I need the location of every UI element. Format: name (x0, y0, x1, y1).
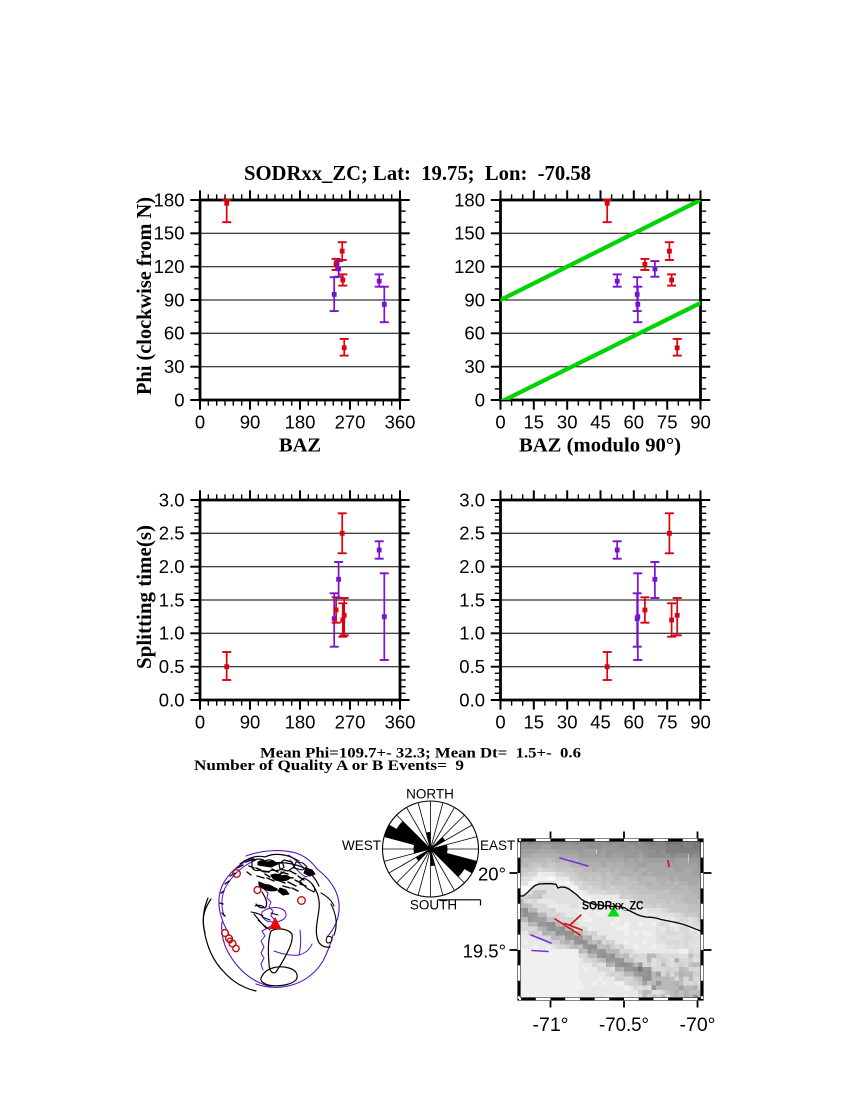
svg-text:0: 0 (495, 412, 505, 433)
svg-text:2.0: 2.0 (159, 556, 185, 577)
svg-text:60: 60 (164, 323, 185, 344)
svg-text:1.0: 1.0 (159, 623, 185, 644)
svg-text:15: 15 (524, 412, 545, 433)
svg-text:90: 90 (690, 712, 711, 733)
svg-text:NORTH: NORTH (406, 786, 454, 801)
svg-text:0.0: 0.0 (159, 689, 185, 710)
svg-text:270: 270 (335, 712, 366, 733)
svg-text:WEST: WEST (342, 838, 381, 853)
svg-text:2.5: 2.5 (459, 523, 485, 544)
svg-text:180: 180 (454, 189, 485, 210)
svg-text:0.5: 0.5 (459, 656, 485, 677)
svg-text:EAST: EAST (480, 838, 515, 853)
svg-text:0: 0 (174, 389, 184, 410)
svg-text:Splitting time(s): Splitting time(s) (132, 525, 156, 669)
svg-text:150: 150 (154, 223, 185, 244)
svg-text:-71°: -71° (533, 1014, 569, 1036)
svg-text:270: 270 (335, 412, 366, 433)
svg-text:120: 120 (454, 256, 485, 277)
svg-text:30: 30 (557, 712, 578, 733)
svg-text:45: 45 (590, 412, 611, 433)
svg-text:2.5: 2.5 (159, 523, 185, 544)
svg-text:90: 90 (690, 412, 711, 433)
svg-text:0.0: 0.0 (459, 689, 485, 710)
svg-text:0: 0 (195, 712, 205, 733)
svg-text:120: 120 (154, 256, 185, 277)
svg-text:45: 45 (590, 712, 611, 733)
svg-text:3.0: 3.0 (159, 489, 185, 510)
svg-text:SODRxx_ZC; Lat: 19.75; Lon:: SODRxx_ZC; Lat: 19.75; Lon: -70.58 (244, 161, 591, 185)
svg-text:15: 15 (524, 712, 545, 733)
svg-text:0: 0 (475, 389, 485, 410)
svg-text:-70°: -70° (680, 1014, 716, 1036)
svg-text:360: 360 (385, 412, 416, 433)
svg-text:90: 90 (240, 712, 261, 733)
svg-text:3.0: 3.0 (459, 489, 485, 510)
svg-text:180: 180 (285, 712, 316, 733)
svg-text:BAZ (modulo 90°): BAZ (modulo 90°) (519, 435, 681, 457)
svg-text:60: 60 (464, 323, 485, 344)
svg-text:60: 60 (624, 412, 645, 433)
svg-text:1.5: 1.5 (159, 589, 185, 610)
svg-text:BAZ: BAZ (279, 435, 321, 457)
svg-text:SODRxx_ZC: SODRxx_ZC (582, 900, 644, 912)
svg-text:30: 30 (464, 356, 485, 377)
svg-text:30: 30 (557, 412, 578, 433)
svg-text:SOUTH: SOUTH (410, 897, 457, 912)
svg-text:360: 360 (385, 712, 416, 733)
svg-text:2.0: 2.0 (459, 556, 485, 577)
svg-text:180: 180 (154, 189, 185, 210)
svg-text:60: 60 (624, 712, 645, 733)
svg-text:Mean Phi=109.7+- 32.3; Mean Dt: Mean Phi=109.7+- 32.3; Mean Dt= 1.5+- 0.… (260, 745, 581, 761)
svg-text:75: 75 (657, 412, 678, 433)
svg-text:0: 0 (195, 412, 205, 433)
svg-text:75: 75 (657, 712, 678, 733)
svg-text:19.5°: 19.5° (463, 941, 506, 962)
svg-text:0.5: 0.5 (159, 656, 185, 677)
svg-text:Phi (clockwise from N): Phi (clockwise from N) (132, 197, 156, 395)
svg-text:150: 150 (454, 223, 485, 244)
svg-text:1.5: 1.5 (459, 589, 485, 610)
svg-text:90: 90 (464, 289, 485, 310)
svg-text:180: 180 (285, 412, 316, 433)
svg-text:-70.5°: -70.5° (599, 1014, 649, 1036)
svg-text:1.0: 1.0 (459, 623, 485, 644)
svg-text:20°: 20° (478, 864, 506, 885)
svg-text:90: 90 (240, 412, 261, 433)
svg-text:90: 90 (164, 289, 185, 310)
svg-text:Number of Quality A or B Event: Number of Quality A or B Events= 9 (194, 758, 464, 774)
svg-text:30: 30 (164, 356, 185, 377)
svg-text:0: 0 (495, 712, 505, 733)
